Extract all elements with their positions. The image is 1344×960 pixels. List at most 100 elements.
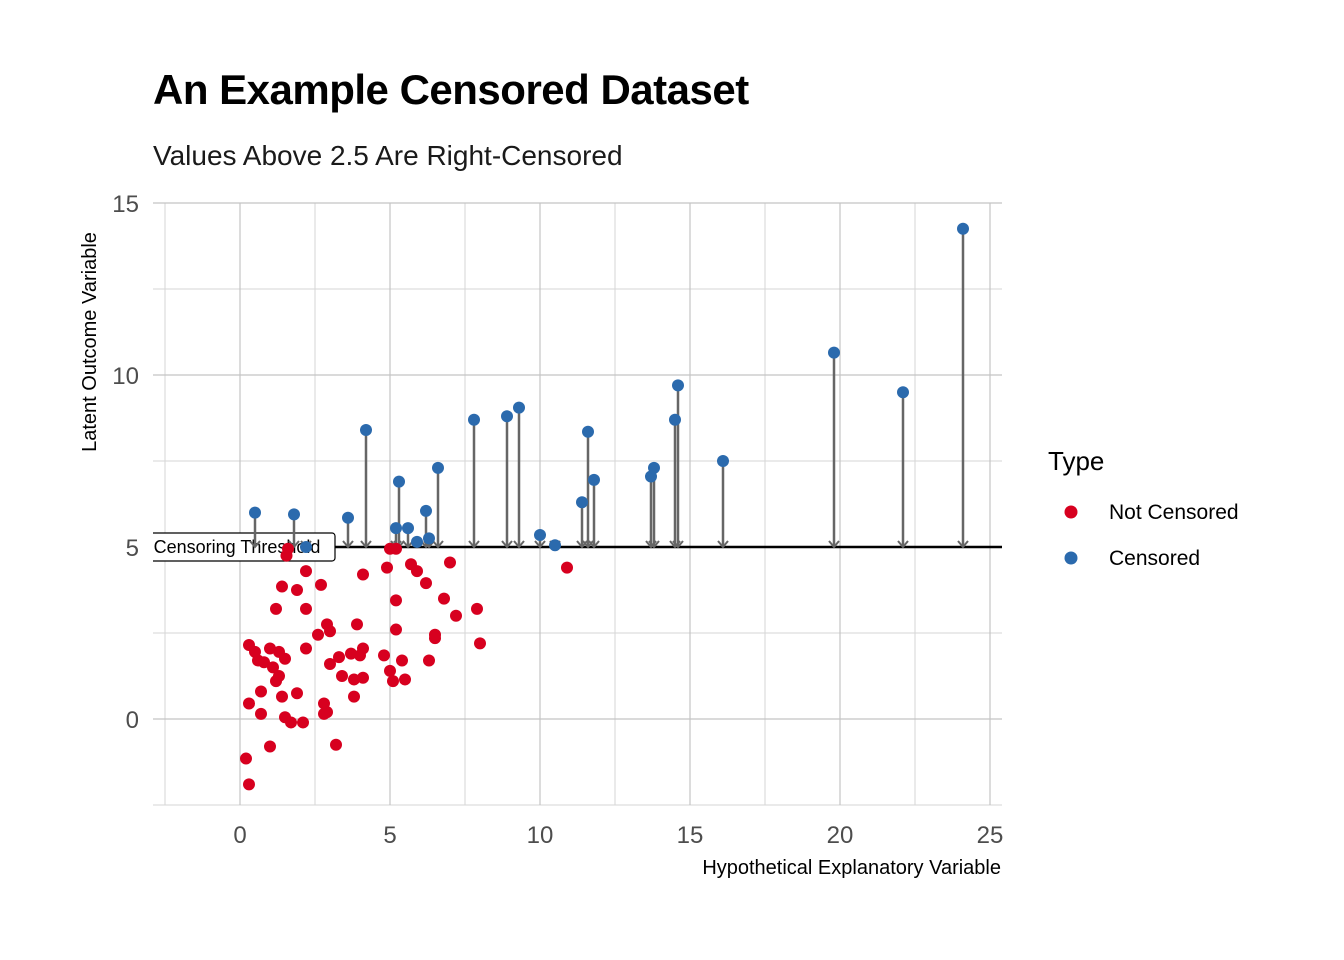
not-censored-point [351, 618, 363, 631]
censored-point [249, 506, 261, 519]
censored-point [390, 522, 402, 535]
censored-point [582, 425, 594, 438]
not-censored-point [471, 602, 483, 615]
not-censored-point [312, 628, 324, 641]
not-censored-point [243, 697, 255, 710]
not-censored-point [276, 580, 288, 593]
censored-point [534, 528, 546, 541]
not-censored-point [348, 690, 360, 703]
censored-point [288, 508, 300, 521]
y-tick-label: 10 [112, 363, 139, 390]
not-censored-point [357, 642, 369, 655]
threshold-label: Censoring Threshold [154, 537, 321, 557]
x-axis-label: Hypothetical Explanatory Variable [702, 857, 1001, 879]
not-censored-point [291, 584, 303, 596]
not-censored-point [330, 738, 342, 751]
grid-lines [153, 202, 1002, 806]
not-censored-point [396, 654, 408, 667]
censored-point [402, 522, 414, 535]
not-censored-point [324, 625, 336, 638]
not-censored-point [282, 542, 294, 555]
not-censored-point [279, 652, 291, 665]
not-censored-point [390, 594, 402, 607]
censored-point [588, 473, 600, 486]
not-censored-point [423, 654, 435, 667]
censored-point [423, 532, 435, 545]
legend-marker-not-censored [1064, 505, 1078, 519]
not-censored-point [267, 661, 279, 674]
not-censored-point [264, 740, 276, 753]
censored-point [300, 541, 312, 553]
not-censored-point [345, 647, 357, 660]
censored-point [432, 461, 444, 474]
not-censored-point [420, 577, 432, 590]
not-censored-point [285, 716, 297, 729]
not-censored-point [357, 568, 369, 581]
not-censored-point [357, 671, 369, 684]
not-censored-point [255, 685, 267, 698]
not-censored-point [474, 637, 486, 650]
not-censored-point [291, 687, 303, 700]
y-axis-label: Latent Outcome Variable [79, 232, 101, 452]
censored-point [957, 222, 969, 235]
not-censored-point [336, 670, 348, 682]
not-censored-point [276, 690, 288, 703]
not-censored-point [297, 716, 309, 729]
legend-title: Type [1048, 446, 1104, 476]
censored-point [549, 539, 561, 552]
not-censored-point [390, 542, 402, 555]
chart-subtitle: Values Above 2.5 Are Right-Censored [153, 140, 623, 171]
data-points [240, 222, 969, 791]
x-tick-label: 0 [233, 822, 246, 849]
y-tick-label: 5 [126, 535, 139, 562]
y-tick-label: 15 [112, 191, 139, 218]
censored-point [420, 504, 432, 517]
y-tick-label: 0 [126, 707, 139, 734]
not-censored-point [384, 664, 396, 677]
x-tick-label: 20 [827, 822, 854, 849]
not-censored-point [300, 642, 312, 655]
not-censored-point [429, 628, 441, 641]
censored-point [717, 455, 729, 467]
not-censored-point [324, 657, 336, 670]
not-censored-point [333, 651, 345, 664]
not-censored-point [255, 707, 267, 720]
x-tick-label: 5 [383, 822, 396, 849]
censored-point [648, 461, 660, 474]
x-tick-label: 25 [977, 822, 1004, 849]
not-censored-point [258, 656, 270, 669]
censored-point [393, 475, 405, 488]
not-censored-point [273, 670, 285, 682]
x-tick-label: 10 [527, 822, 554, 849]
chart-title: An Example Censored Dataset [153, 66, 749, 113]
not-censored-point [387, 675, 399, 688]
not-censored-point [300, 602, 312, 615]
not-censored-point [300, 565, 312, 578]
not-censored-point [321, 706, 333, 719]
y-axis-ticks: 0 5 10 15 [112, 191, 139, 734]
censored-point [576, 496, 588, 509]
censoring-arrows [249, 228, 969, 549]
legend-label-not-censored: Not Censored [1109, 501, 1239, 524]
censored-point [501, 410, 513, 423]
x-axis-ticks: 0 5 10 15 20 25 [233, 822, 1003, 849]
not-censored-point [438, 592, 450, 605]
not-censored-point [315, 578, 327, 591]
not-censored-point [399, 673, 411, 686]
censored-point [342, 511, 354, 524]
not-censored-point [561, 561, 573, 574]
censored-point [897, 386, 909, 399]
not-censored-point [243, 778, 255, 791]
censored-point [411, 535, 423, 548]
not-censored-point [240, 752, 252, 765]
legend: Type Not Censored Censored [1048, 446, 1239, 570]
not-censored-point [264, 642, 276, 655]
not-censored-point [450, 609, 462, 622]
x-tick-label: 15 [677, 822, 704, 849]
not-censored-point [378, 649, 390, 662]
censored-point [513, 401, 525, 414]
not-censored-point [444, 556, 456, 569]
censored-point [828, 346, 840, 359]
not-censored-point [381, 561, 393, 574]
not-censored-point [270, 602, 282, 615]
